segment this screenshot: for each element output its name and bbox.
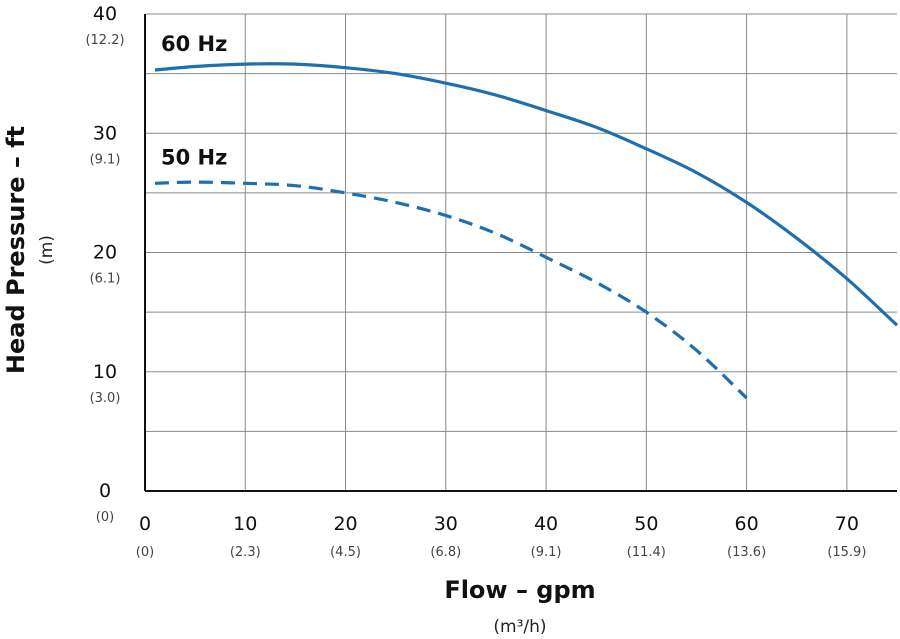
x-tick-sublabel: (11.4) <box>627 545 666 560</box>
y-tick-label: 10 <box>93 361 117 383</box>
x-tick-label: 70 <box>835 513 859 535</box>
x-tick-label: 20 <box>333 513 357 535</box>
y-tick-label: 20 <box>93 242 117 264</box>
x-axis-title: Flow – gpm <box>444 576 595 604</box>
y-tick-sublabel: (9.1) <box>90 152 121 167</box>
y-tick-label: 30 <box>93 122 117 144</box>
y-axis-title: Head Pressure – ft <box>2 126 30 374</box>
x-tick-sublabel: (9.1) <box>531 545 562 560</box>
series-labels: 60 Hz 50 Hz <box>161 32 227 169</box>
series-line-60hz <box>154 62 899 327</box>
tick-labels: 0 (0) 10 (2.3) 20 (4.5) 30 (6.8) 40 (9.1) 50 (11.4)… <box>85 3 866 560</box>
x-tick-label: 0 <box>139 513 151 535</box>
y-tick-label: 0 <box>99 480 111 502</box>
y-tick-sublabel: (3.0) <box>90 391 121 406</box>
y-tick-label: 40 <box>93 3 117 25</box>
x-tick-sublabel: (15.9) <box>827 545 866 560</box>
y-tick-sublabel: (0) <box>96 510 114 525</box>
y-tick-sublabel: (6.1) <box>90 272 121 287</box>
x-tick-label: 60 <box>735 513 759 535</box>
series-label-60hz: 60 Hz <box>161 32 227 56</box>
axes <box>144 14 897 492</box>
series-line-50hz <box>154 180 748 400</box>
x-tick-sublabel: (4.5) <box>330 545 361 560</box>
x-tick-label: 50 <box>634 513 658 535</box>
series <box>154 62 899 400</box>
x-tick-label: 30 <box>434 513 458 535</box>
y-axis-units: (m) <box>37 235 57 265</box>
y-tick-sublabel: (12.2) <box>85 33 124 48</box>
x-tick-label: 40 <box>534 513 558 535</box>
x-tick-sublabel: (0) <box>136 545 154 560</box>
grid <box>145 13 897 491</box>
series-label-50hz: 50 Hz <box>161 145 227 169</box>
x-tick-sublabel: (2.3) <box>230 545 261 560</box>
x-tick-label: 10 <box>233 513 257 535</box>
x-tick-sublabel: (13.6) <box>727 545 766 560</box>
x-tick-sublabel: (6.8) <box>430 545 461 560</box>
x-axis-units: (m³/h) <box>493 617 546 637</box>
